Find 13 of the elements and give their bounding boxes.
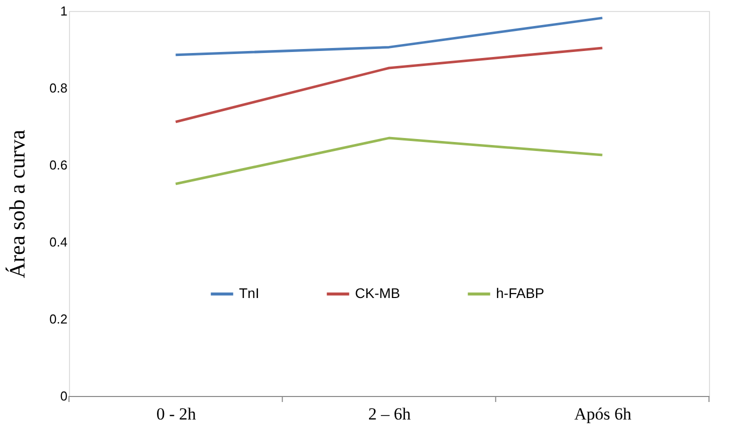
y-tick-label: 0.4 [49,234,68,250]
y-tick-label: 0 [60,388,68,404]
x-tick-label: 0 - 2h [156,404,196,424]
y-tick-label: 0.6 [49,158,68,172]
legend-label: TnI [239,285,260,301]
x-tick-label: Após 6h [574,404,632,424]
y-tick-label: 0.2 [49,312,68,326]
legend-label: CK-MB [355,285,400,301]
y-axis-title: Área sob a curva [4,130,30,278]
legend-label: h-FABP [496,285,544,301]
y-tick-label: 1 [60,4,68,18]
y-tick-label: 0.8 [49,80,68,96]
x-tick-label: 2 – 6h [368,404,412,424]
